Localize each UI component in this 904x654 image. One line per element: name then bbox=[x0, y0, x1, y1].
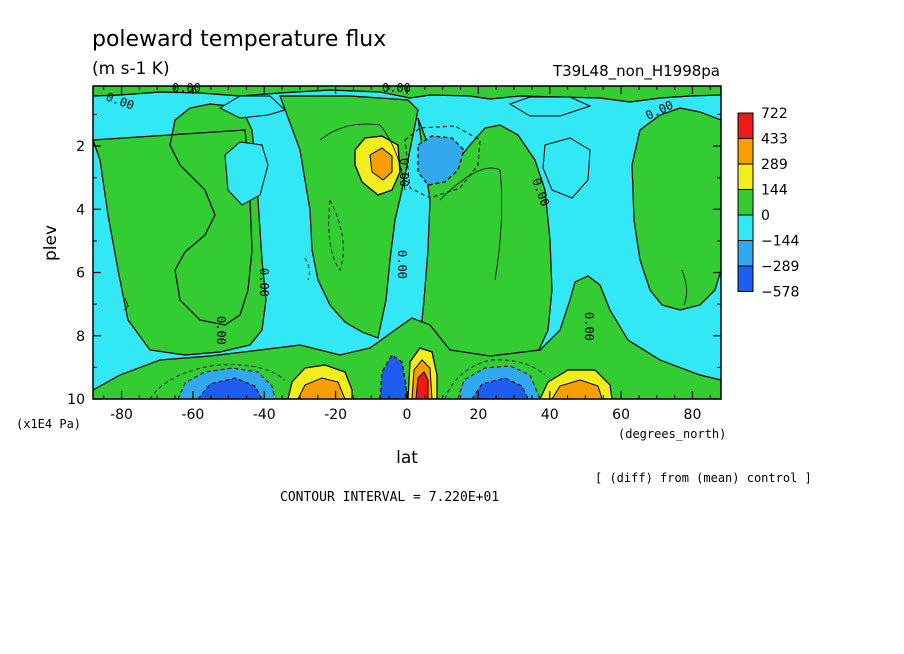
y-tick-label: 6 bbox=[76, 266, 85, 282]
y-axis-units: (x1E4 Pa) bbox=[16, 417, 81, 431]
fill-region-green-left bbox=[93, 103, 267, 356]
fill-region-cyan-hole-2 bbox=[542, 137, 591, 199]
legend-swatch bbox=[737, 112, 754, 139]
chart-title: poleward temperature flux bbox=[92, 27, 386, 52]
contour-field bbox=[93, 86, 721, 399]
color-legend: 722 433 289 144 0 −144 −289 −578 bbox=[737, 106, 800, 301]
zero-label: 0.00 bbox=[214, 316, 228, 345]
legend-level-label: 0 bbox=[761, 208, 770, 224]
zero-label: 0.00 bbox=[582, 312, 596, 341]
contour-line bbox=[123, 297, 129, 311]
x-axis-title: lat bbox=[396, 448, 418, 468]
x-tick-label: -20 bbox=[324, 407, 347, 423]
legend-swatch bbox=[737, 163, 754, 190]
legend-swatch bbox=[737, 138, 754, 165]
zero-label: 0.00 bbox=[382, 81, 411, 95]
zero-label: 0.00 bbox=[395, 250, 409, 279]
zero-label: 0.00 bbox=[257, 268, 271, 297]
fill-region-orange-sfc-right bbox=[551, 379, 603, 399]
contour-interval-note: CONTOUR INTERVAL = 7.220E+01 bbox=[280, 490, 499, 505]
y-tick-label: 10 bbox=[67, 392, 85, 408]
y-axis: 2 4 6 8 10 bbox=[67, 113, 721, 408]
fill-region-blue-sfc-eq bbox=[379, 354, 407, 399]
legend-level-label: −578 bbox=[761, 285, 799, 301]
contour-line bbox=[439, 167, 503, 281]
zero-label: 0.00 bbox=[172, 81, 201, 95]
legend-swatch bbox=[737, 240, 754, 267]
run-label: T39L48_non_H1998pa bbox=[552, 62, 720, 81]
fill-region-red-sfc-eq bbox=[415, 371, 429, 399]
contour-line bbox=[304, 257, 310, 281]
legend-swatch bbox=[737, 265, 754, 292]
fill-region-cyan-hole-3 bbox=[218, 95, 286, 119]
fill-region-blue-upper bbox=[417, 135, 465, 186]
zero-label: 0.00 bbox=[397, 158, 411, 187]
fill-region-cyan-hole-4 bbox=[508, 96, 592, 117]
fill-region-green-bottom bbox=[93, 275, 721, 399]
x-tick-label: -40 bbox=[253, 407, 276, 423]
chart-units: (m s-1 K) bbox=[92, 59, 170, 79]
legend-level-label: 289 bbox=[761, 157, 788, 173]
legend-level-label: 722 bbox=[761, 106, 788, 122]
contour-line bbox=[681, 269, 687, 306]
y-tick-label: 4 bbox=[76, 202, 85, 218]
fill-region-lightblue-upper bbox=[404, 125, 481, 199]
x-tick-label: -80 bbox=[110, 407, 133, 423]
y-tick-label: 2 bbox=[76, 139, 85, 155]
fill-region-orange-upper bbox=[369, 147, 393, 181]
fill-region-blue-sfc-left bbox=[197, 377, 263, 399]
legend-swatch bbox=[737, 189, 754, 216]
contour-line bbox=[319, 123, 406, 191]
contour-line bbox=[444, 359, 546, 399]
fill-region-orange-sfc-left bbox=[297, 377, 346, 399]
legend-level-label: −289 bbox=[761, 259, 799, 275]
x-axis: -80 -60 -40 -20 0 20 40 60 80 bbox=[103, 86, 711, 423]
contour-line bbox=[149, 364, 286, 399]
fill-region-blue-sfc-right bbox=[471, 377, 529, 399]
x-axis-units: (degrees_north) bbox=[618, 427, 726, 441]
legend-level-label: 433 bbox=[761, 132, 788, 148]
x-tick-label: 20 bbox=[469, 407, 487, 423]
legend-level-label: 144 bbox=[761, 183, 788, 199]
x-tick-label: 0 bbox=[403, 407, 412, 423]
legend-level-label: −144 bbox=[761, 234, 800, 250]
fill-region-green-c2 bbox=[417, 117, 553, 361]
x-tick-label: 80 bbox=[684, 407, 702, 423]
legend-swatch bbox=[737, 214, 754, 241]
contour-line bbox=[328, 199, 344, 271]
x-tick-label: 40 bbox=[541, 407, 559, 423]
diff-note: [ (diff) from (mean) control ] bbox=[595, 471, 812, 485]
y-tick-label: 8 bbox=[76, 329, 85, 345]
fill-region-cyan-hole-1 bbox=[224, 141, 269, 206]
x-tick-label: -60 bbox=[181, 407, 204, 423]
fill-region-green-right bbox=[631, 107, 721, 311]
x-tick-label: 60 bbox=[612, 407, 630, 423]
y-axis-title: plev bbox=[41, 225, 61, 261]
